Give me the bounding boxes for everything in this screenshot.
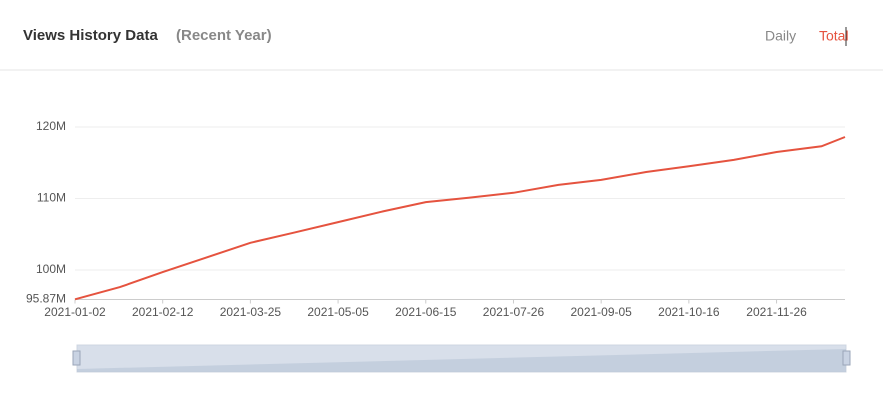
- x-tick-label: 2021-11-26: [746, 305, 807, 319]
- x-tick-label: 2021-09-05: [570, 305, 632, 319]
- x-tick-label: 2021-01-02: [44, 305, 106, 319]
- slider-preview: [77, 349, 846, 372]
- x-tick-label: 2021-03-25: [220, 305, 282, 319]
- chart-title: Views History Data: [23, 27, 158, 44]
- slider-handle-right[interactable]: [842, 350, 851, 366]
- zoom-slider[interactable]: [72, 344, 851, 373]
- x-tick-label: 2021-02-12: [132, 305, 194, 319]
- series-line: [74, 136, 846, 301]
- x-tick-label: 2021-05-05: [307, 305, 369, 319]
- slider-handle-left[interactable]: [72, 350, 81, 366]
- x-tick-label: 2021-07-26: [483, 305, 545, 319]
- toggle-daily[interactable]: Daily: [765, 28, 796, 44]
- y-tick-label: 100M: [36, 262, 66, 276]
- toggle-total[interactable]: Total: [819, 28, 849, 44]
- y-tick-label: 95.87M: [26, 292, 66, 306]
- x-tick-label: 2021-06-15: [395, 305, 457, 319]
- x-tick-label: 2021-10-16: [658, 305, 720, 319]
- chart-subtitle: (Recent Year): [176, 27, 272, 44]
- y-tick-label: 120M: [36, 119, 66, 133]
- y-tick-label: 110M: [37, 191, 66, 205]
